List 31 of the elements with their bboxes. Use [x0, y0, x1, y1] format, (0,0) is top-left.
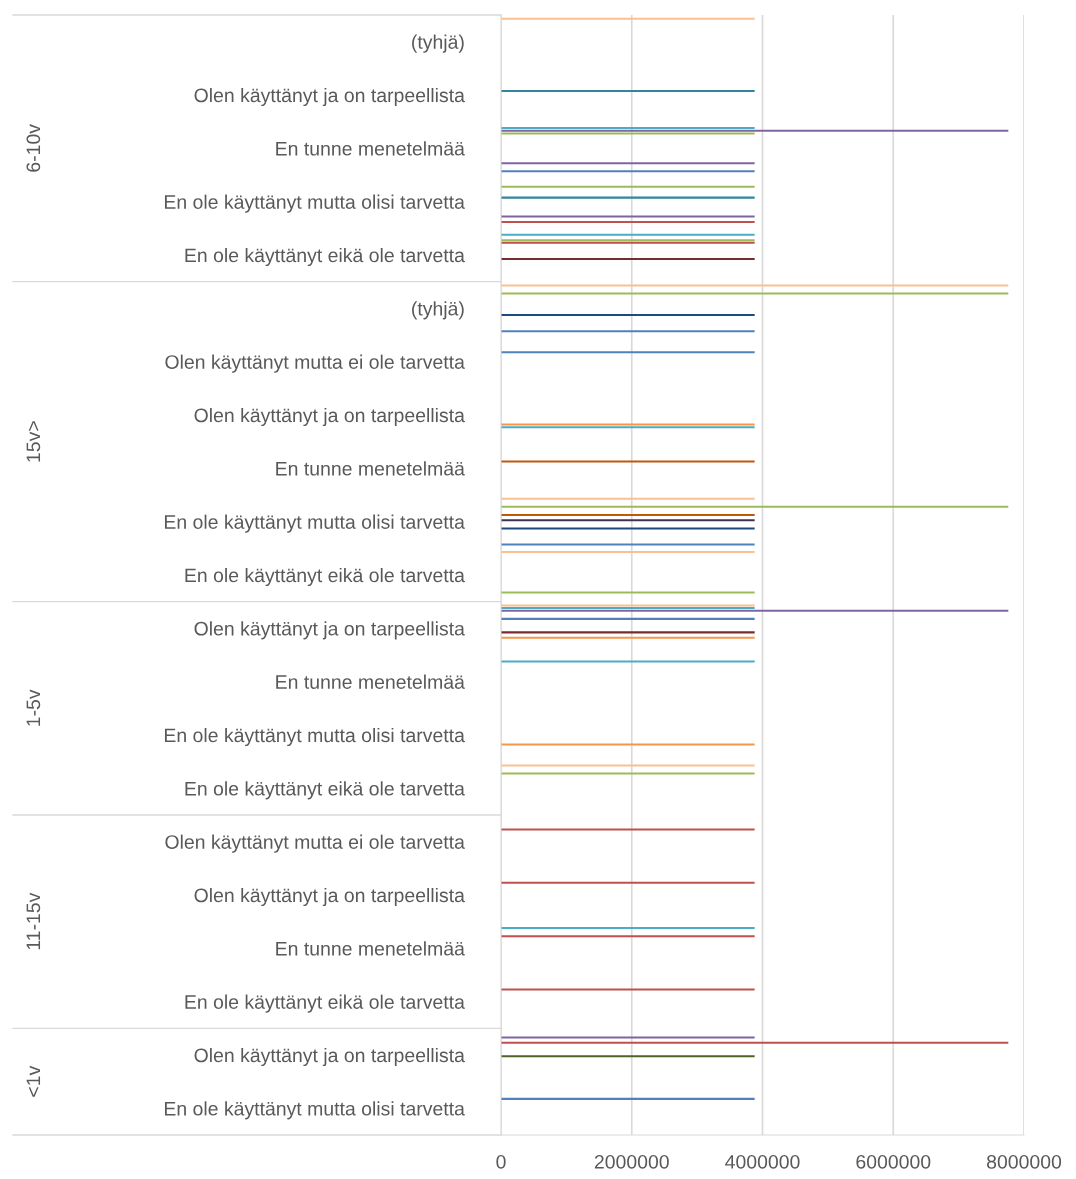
y-tick-label: Olen käyttänyt ja on tarpeellista	[194, 1047, 465, 1067]
x-tick-label: 4000000	[725, 1154, 800, 1169]
y-tick-label: Olen käyttänyt ja on tarpeellista	[194, 87, 465, 107]
y-tick-label: En ole käyttänyt mutta olisi tarvetta	[164, 514, 465, 533]
y-tick-label: En tunne menetelmää	[276, 674, 465, 689]
y-tick-label: En ole käyttänyt eikä ole tarvetta	[185, 994, 465, 1013]
text: 15v>	[26, 421, 41, 462]
y-tick-label: Olen käyttänyt ja on tarpeellista	[194, 407, 465, 427]
y-tick-label: En ole käyttänyt mutta olisi tarvetta	[164, 727, 465, 747]
y-tick-label: En tunne menetelmää	[276, 461, 465, 476]
y-tick-label: En ole käyttänyt eikä ole tarvetta	[185, 247, 465, 267]
x-tick-label: 6000000	[856, 1154, 931, 1169]
y-tick-label: En ole käyttänyt eikä ole tarvetta	[185, 567, 465, 587]
x-tick-label: 0	[496, 1154, 506, 1169]
y-tick-label: En tunne menetelmää	[276, 141, 465, 156]
text: 1-5v	[26, 689, 41, 726]
y-tick-label: Olen käyttänyt mutta ei ole tarvetta	[165, 834, 465, 853]
x-tick-label: 2000000	[594, 1154, 669, 1169]
text: <1v	[26, 1065, 41, 1097]
y-tick-label: (tyhjä)	[412, 301, 464, 320]
y-tick-label: En ole käyttänyt mutta olisi tarvetta	[164, 1101, 465, 1120]
y-tick-label: (tyhjä)	[412, 34, 464, 53]
y-tick-label: En ole käyttänyt mutta olisi tarvetta	[164, 194, 465, 213]
y-tick-label: En tunne menetelmää	[276, 941, 465, 956]
y-tick-label: Olen käyttänyt ja on tarpeellista	[194, 621, 465, 640]
y-tick-label: Olen käyttänyt mutta ei ole tarvetta	[165, 354, 465, 373]
x-tick-label: 8000000	[987, 1154, 1062, 1169]
text: 11-15v	[26, 892, 41, 950]
y-tick-label: Olen käyttänyt ja on tarpeellista	[194, 887, 465, 907]
y-tick-label: En ole käyttänyt eikä ole tarvetta	[185, 781, 465, 800]
text: 6-10v	[26, 124, 41, 172]
